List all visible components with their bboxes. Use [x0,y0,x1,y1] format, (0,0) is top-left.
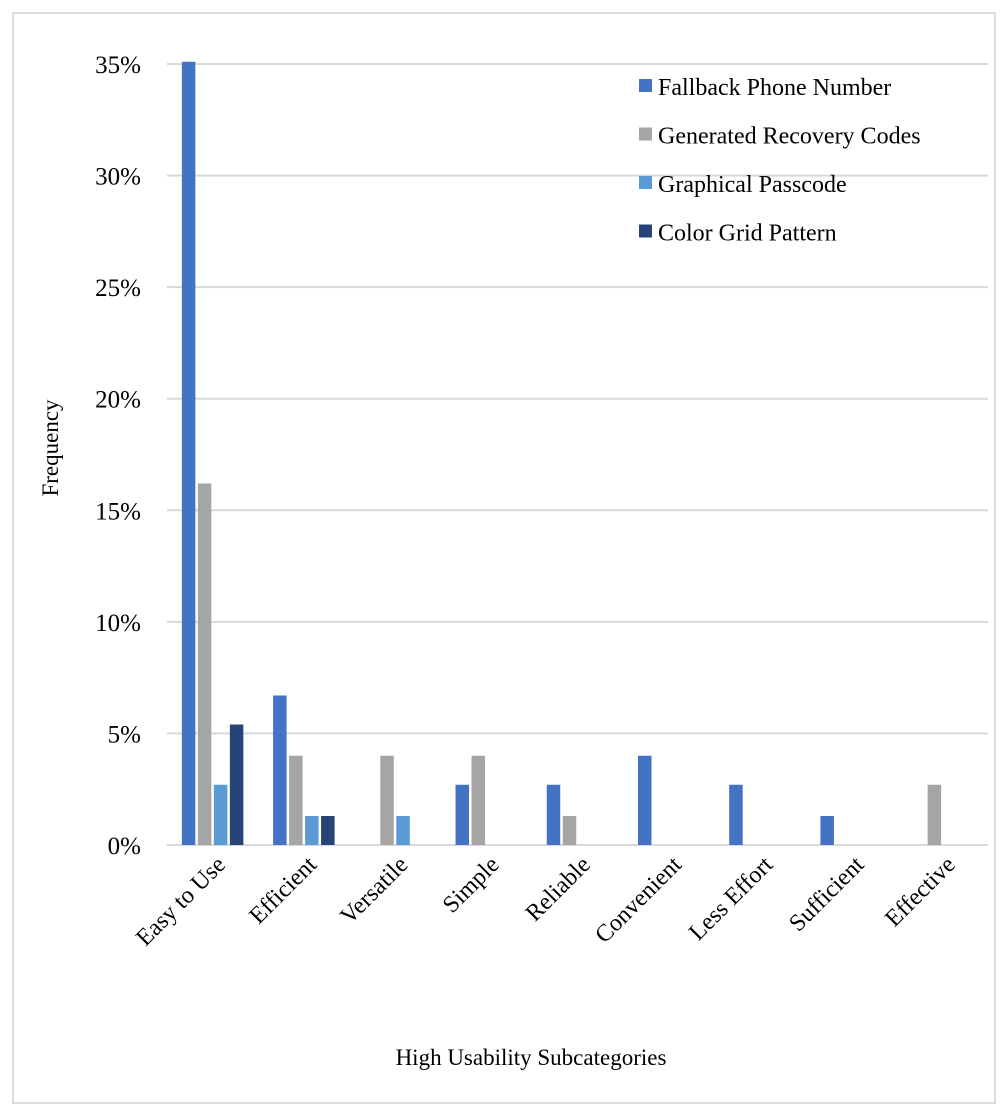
bar [229,724,244,845]
bar [380,755,394,845]
bars [181,61,942,846]
gridlines [167,63,988,846]
y-tick-label: 5% [108,721,141,748]
bar [546,784,561,845]
y-axis-title: Frequency [38,399,63,497]
bar [562,815,577,845]
y-tick-label: 30% [95,164,141,191]
chart-frame [12,12,996,1104]
y-tick-label: 15% [95,498,141,525]
legend-swatch [639,176,652,189]
bar [273,695,287,845]
x-category-label: Reliable [521,852,596,927]
legend-swatch [639,127,652,141]
x-category-label: Convenient [590,852,687,949]
bar [213,784,228,845]
bar [927,784,942,845]
legend-swatch [639,79,652,92]
y-tick-label: 35% [95,52,141,79]
bar [396,815,410,845]
x-category-label: Versatile [336,852,414,930]
legend-swatch [639,224,652,238]
bar [471,755,486,845]
x-category-label: Efficient [245,852,323,930]
legend-label: Fallback Phone Number [658,75,891,101]
bar [455,784,470,845]
bar [197,483,212,845]
bar [637,755,652,845]
bar [820,815,834,845]
y-tick-label: 0% [108,833,141,860]
y-tick-label: 20% [95,387,141,414]
x-category-label: Less Effort [684,852,778,946]
y-tick-label: 25% [95,275,141,302]
y-tick-label: 10% [95,610,141,637]
legend: Fallback Phone Number Generated Recovery … [639,75,921,247]
y-axis-ticks: 0% 5% 10% 15% 20% 25% 30% 35% [95,52,141,860]
legend-label: Generated Recovery Codes [658,124,921,150]
bar [729,784,743,845]
bar [289,755,303,845]
bar [321,815,335,845]
x-category-label: Sufficient [784,852,869,937]
x-category-label: Simple [438,852,504,918]
x-axis-title: High Usability Subcategories [396,1045,667,1070]
bar [181,61,196,846]
legend-label: Graphical Passcode [658,172,847,198]
x-category-label: Effective [880,852,960,932]
x-category-label: Easy to Use [131,852,230,951]
legend-label: Color Grid Pattern [658,221,837,247]
x-axis-categories: Easy to Use Efficient Versatile Simple Relia… [131,852,960,952]
bar [305,815,319,845]
